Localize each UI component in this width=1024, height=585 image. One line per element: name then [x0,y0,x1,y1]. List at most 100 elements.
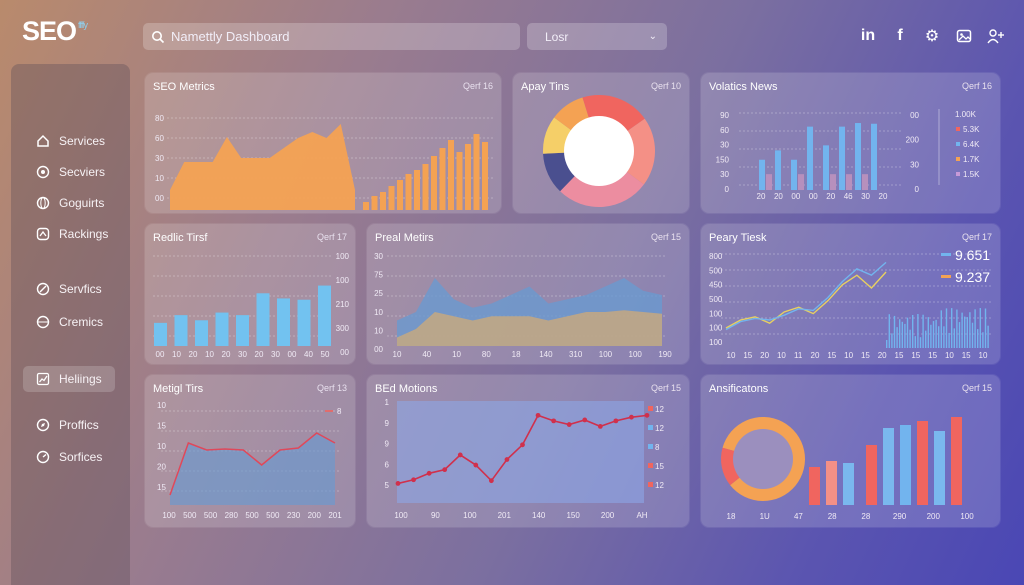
x-tick-label: 201 [328,511,342,520]
bar [823,145,829,190]
x-tick-label: AH [636,511,647,520]
range-select[interactable]: Losr ⌄ [527,23,667,50]
card-bed-motions[interactable]: 1 9 9 6 5 100 90 100 201 140 150 200 AH 12 12 8 15 12 BEd… [367,375,689,527]
x-tick-label: 100 [162,511,176,520]
sidebar-item-services[interactable]: Services [23,128,115,154]
y-tick-label: 30 [720,141,729,150]
bar [798,174,804,190]
bar [919,337,922,348]
range-select-value: Losr [545,29,569,44]
x-tick-label: 100 [599,350,613,359]
bar [473,134,480,210]
card-apay-tins[interactable]: Apay Tins Qerf 10 [513,73,689,213]
card-period: Qerf 17 [316,232,347,242]
legend-swatch [941,253,951,256]
y-tick-label: 00 [910,111,919,120]
bar [904,323,906,348]
ansificatons-chart: 18 1U 47 28 28 290 200 100 [721,417,974,521]
y-tick-label: 90 [720,111,729,120]
y-tick-label: 15 [157,483,166,492]
legend-label: 15 [655,462,664,471]
bar [839,126,845,190]
card-preal-metirs[interactable]: 30 75 25 10 10 00 10 40 10 80 18 140 310 100 100 190 Pr… [367,224,689,364]
card-metigl-tirs[interactable]: 10 15 10 20 15 100 500 500 280 500 500 230 200 201 8 M… [145,375,355,527]
compass-icon [35,417,51,433]
bar [465,144,471,210]
bar [363,202,369,210]
x-tick-label: 80 [482,350,491,359]
y-tick-label: 60 [720,126,729,135]
x-tick-label: 280 [225,511,239,520]
card-period: Qerf 16 [462,81,493,91]
bar [862,174,868,190]
bar [371,196,378,210]
card-volatics-news[interactable]: 90 60 30 150 30 0 00 200 30 0 20 20 00 00 20 46 30 20 1.00… [701,73,1000,213]
facebook-icon[interactable]: f [897,27,903,44]
y-tick-label: 1 [385,398,390,407]
sidebar-item-sorfices[interactable]: Sorfices [23,444,115,470]
y-tick-label: 30 [910,160,919,169]
x-tick-label: 47 [794,512,803,521]
user-add-icon[interactable] [986,26,1006,46]
x-tick-label: 10 [777,351,786,360]
gear-icon[interactable]: ⚙ [924,28,940,45]
card-period: Qerf 15 [650,232,681,242]
bar [971,322,974,348]
image-icon[interactable] [954,26,974,46]
hierarchy-icon [35,226,51,242]
x-tick-label: 15 [861,351,870,360]
bar [809,467,820,505]
metigl-tirs-chart: 10 15 10 20 15 100 500 500 280 500 500 230 200 201 8 [157,401,342,520]
y-tick-label: 450 [709,281,723,290]
sidebar-item-proffics[interactable]: Proffics [23,412,115,438]
bar [912,315,914,348]
legend-swatch [956,142,960,146]
card-seo-metrics[interactable]: 80 60 30 10 00 SEO Metrics Qerf 16 [145,73,501,213]
sidebar-item-secviers[interactable]: Secviers [23,159,115,185]
bar [979,308,981,348]
bar [948,332,950,348]
bar [987,325,989,348]
x-tick-label: 10 [844,351,853,360]
card-period: Qerf 15 [650,383,681,393]
bar [961,312,963,348]
data-point [597,424,603,429]
card-title: BEd Motions [375,383,438,395]
sidebar-item-heliings[interactable]: Heliings [23,366,115,392]
legend-label: 1.7K [963,155,980,164]
x-tick-label: 20 [878,351,887,360]
bar [174,315,188,346]
sidebar-item-cremics[interactable]: Cremics [23,309,115,335]
bar [969,312,971,348]
bar [958,322,961,348]
x-tick-label: 100 [463,511,477,520]
y-tick-label: 10 [155,174,164,183]
search-bar[interactable]: Namettly Dashboard [143,23,520,50]
bar [422,164,429,210]
bar [922,314,924,348]
linkedin-icon[interactable]: in [860,27,876,44]
y-tick-label: 80 [155,114,164,123]
data-point [520,442,525,448]
preal-metirs-chart: 30 75 25 10 10 00 10 40 10 80 18 140 310 100 100 190 [374,252,672,359]
card-period: Qerf 10 [650,81,681,91]
y-tick-label: 0 [915,185,920,194]
x-tick-label: 200 [601,511,615,520]
x-tick-label: 15 [827,351,836,360]
data-point [473,462,479,468]
sidebar-item-goguirts[interactable]: Goguirts [23,190,115,216]
card-peary-tiesk[interactable]: 800 500 450 500 100 100 100 10 15 20 10 11 20 15 10 15 2… [701,224,1000,364]
pie-hole [564,116,634,186]
bar [940,310,942,348]
card-redlic-tirsf[interactable]: 100 100 210 300 00 00 10 20 10 20 30 20 30 00 40 50 Red… [145,224,355,364]
x-tick-label: 20 [757,192,766,201]
sidebar-item-servfics[interactable]: Servfics [23,276,115,302]
card-ansificatons[interactable]: 18 1U 47 28 28 290 200 100 Ansificatons Qerf 15 [701,375,1000,527]
sidebar-item-rackings[interactable]: Rackings [23,221,115,247]
search-input-value[interactable]: Namettly Dashboard [171,29,290,44]
bar [439,148,446,210]
plot-area [397,401,644,503]
bar [888,314,890,348]
bar [964,316,966,348]
y-tick-label: 100 [709,338,723,347]
